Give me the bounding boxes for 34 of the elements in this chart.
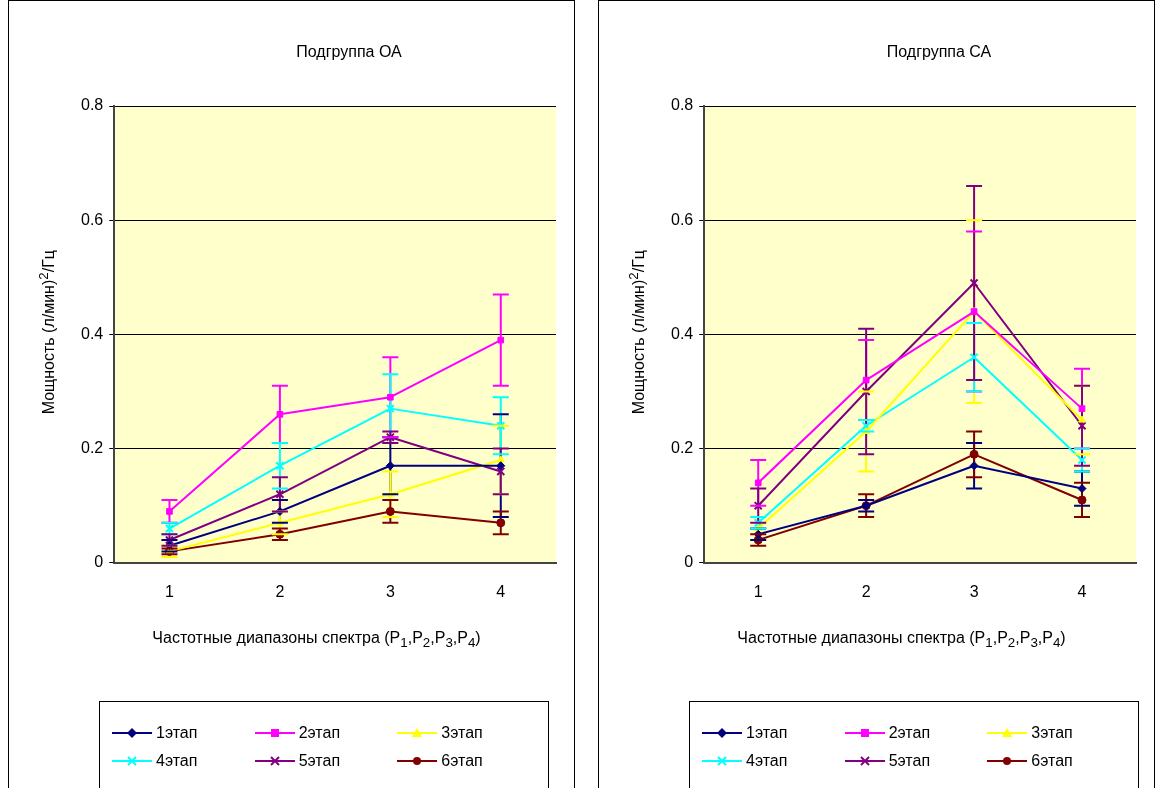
chart-title: Подгруппа СА (885, 43, 993, 61)
x-tick-label: 2 (275, 582, 285, 600)
y-tick-label: 0.2 (670, 439, 694, 457)
x-tick-label: 4 (496, 582, 506, 600)
legend-label: 6этап (1031, 752, 1073, 770)
legend-label: 2этап (888, 724, 931, 742)
x-tick-label: 3 (385, 582, 395, 600)
x-tick-label: 2 (861, 582, 871, 600)
legend-label: 3этап (1031, 724, 1073, 742)
text: Частотные диапазоны спектра (P$_{1}$,P$_{2}$,P$_{3}$,P$_{4}$) (737, 629, 1066, 651)
y-tick-label: 0.6 (670, 210, 694, 228)
y-tick-label: 0.2 (80, 439, 104, 457)
legend-label: 4этап (156, 752, 198, 770)
legend-label: 3этап (441, 724, 483, 742)
legend-label: 1этап (156, 724, 198, 742)
legend-label: 4этап (746, 752, 788, 770)
y-tick-label: 0.4 (670, 324, 694, 342)
text: Частотные диапазоны спектра (P$_{1}$,P$_{2}$,P$_{3}$,P$_{4}$) (152, 629, 481, 651)
y-tick-label: 0 (684, 553, 694, 571)
legend-label: 5этап (298, 752, 341, 770)
y-tick-label: 0.4 (80, 324, 104, 342)
x-tick-label: 3 (969, 582, 979, 600)
x-tick-label: 1 (165, 582, 175, 600)
x-tick-label: 4 (1077, 582, 1087, 600)
legend-label: 5этап (888, 752, 931, 770)
y-tick-label: 0.6 (80, 210, 104, 228)
legend-label: 1этап (746, 724, 788, 742)
y-tick-label: 0.8 (80, 96, 104, 114)
legend-label: 2этап (298, 724, 341, 742)
y-tick-label: 0 (94, 553, 104, 571)
chart-title: Подгруппа ОА (295, 43, 403, 61)
y-tick-label: 0.8 (670, 96, 694, 114)
legend-label: 6этап (441, 752, 483, 770)
x-tick-label: 1 (753, 582, 763, 600)
